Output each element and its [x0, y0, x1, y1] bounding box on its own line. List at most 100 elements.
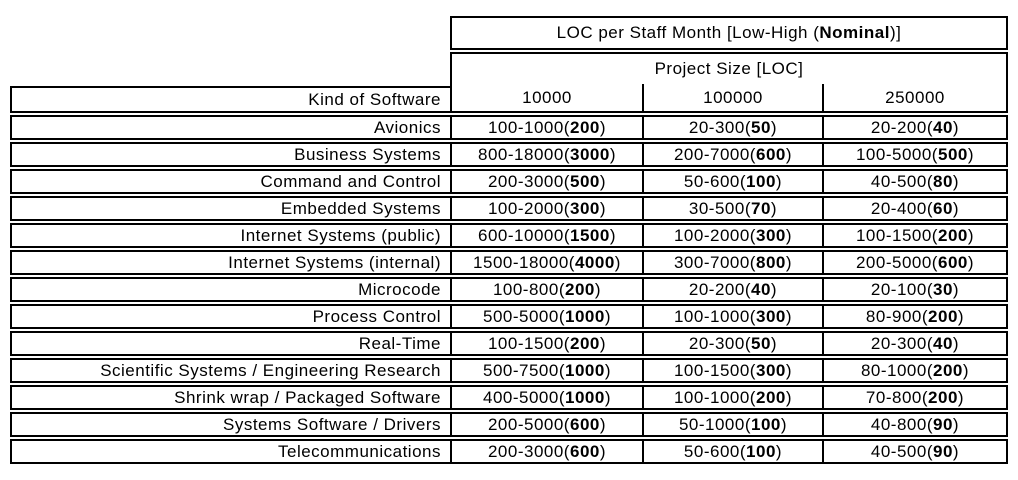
row-label: Shrink wrap / Packaged Software [174, 387, 441, 407]
value-cell: 40-800(90) [822, 414, 1006, 435]
nominal-value: 600 [569, 414, 600, 434]
value-cell: 20-400(60) [822, 198, 1006, 219]
row-label: Avionics [374, 117, 441, 137]
kind-of-software-header: Kind of Software [10, 86, 450, 113]
table-title-suffix: )] [889, 23, 902, 42]
nominal-value: 200 [569, 117, 600, 137]
size-column-header: 250000 [822, 84, 1006, 111]
row-label: Real-Time [358, 333, 441, 353]
table-row: Shrink wrap / Packaged Software 400-5000(… [10, 385, 1008, 410]
nominal-value: 70 [751, 198, 771, 218]
nominal-value: 90 [933, 414, 953, 434]
nominal-value: 50 [751, 333, 771, 353]
nominal-value: 50 [751, 117, 771, 137]
size-column-header: 10000 [522, 87, 572, 107]
value-cell: 800-18000(3000) [450, 144, 642, 165]
value-cell: 40-500(90) [822, 441, 1006, 462]
row-label: Telecommunications [277, 441, 441, 461]
row-label: Process Control [312, 306, 441, 326]
loc-table: LOC per Staff Month [Low-High (Nominal)]… [10, 16, 1008, 464]
nominal-value: 40 [933, 333, 953, 353]
nominal-value: 200 [928, 387, 958, 407]
value-cell: 100-1000(300) [642, 306, 822, 327]
nominal-value: 100 [746, 171, 776, 191]
value-cell: 100-1500(300) [642, 360, 822, 381]
value-cell: 30-500(70) [642, 198, 822, 219]
nominal-value: 1000 [565, 360, 605, 380]
table-title-prefix: LOC per Staff Month [Low-High ( [556, 23, 820, 42]
value-cell: 100-1500(200) [822, 225, 1006, 246]
nominal-value: 100 [751, 414, 781, 434]
table-row: Avionics 100-1000(200) 20-300(50) 20-200(40… [10, 115, 1008, 140]
nominal-value: 600 [755, 144, 786, 164]
value-cell: 20-300(50) [642, 117, 822, 138]
nominal-value: 30 [933, 279, 953, 299]
nominal-value: 3000 [569, 144, 610, 164]
table-row: Real-Time 100-1500(200) 20-300(50) 20-300(4… [10, 331, 1008, 356]
table-row: Internet Systems (internal) 1500-18000(40… [10, 250, 1008, 275]
value-cell: 200-7000(600) [642, 144, 822, 165]
nominal-value: 500 [569, 171, 600, 191]
value-cell: 200-3000(600) [450, 441, 642, 462]
nominal-value: 600 [937, 252, 968, 272]
nominal-value: 300 [755, 306, 786, 326]
size-column-headers: 10000 100000 250000 [452, 84, 1006, 111]
value-cell: 100-5000(500) [822, 144, 1006, 165]
nominal-value: 600 [569, 441, 600, 461]
value-cell: 100-800(200) [450, 279, 642, 300]
value-cell: 70-800(200) [822, 387, 1006, 408]
table-row: Embedded Systems 100-2000(300) 30-500(70) 2… [10, 196, 1008, 221]
project-size-header-group: Project Size [LOC] 10000 100000 250000 [450, 52, 1008, 113]
value-cell: 200-5000(600) [822, 252, 1006, 273]
row-label: Internet Systems (public) [240, 225, 441, 245]
nominal-value: 800 [755, 252, 786, 272]
project-size-header: Project Size [LOC] [654, 59, 804, 78]
value-cell: 80-900(200) [822, 306, 1006, 327]
value-cell: 100-1000(200) [450, 117, 642, 138]
nominal-value: 80 [933, 171, 953, 191]
table-row: Process Control 500-5000(1000) 100-1000(30… [10, 304, 1008, 329]
nominal-value: 500 [937, 144, 968, 164]
value-cell: 20-300(50) [642, 333, 822, 354]
nominal-value: 200 [928, 306, 958, 326]
row-label: Microcode [358, 279, 441, 299]
value-cell: 100-2000(300) [450, 198, 642, 219]
table-row: Internet Systems (public) 600-10000(1500)… [10, 223, 1008, 248]
value-cell: 100-1500(200) [450, 333, 642, 354]
row-label: Internet Systems (internal) [228, 252, 441, 272]
nominal-value: 40 [933, 117, 953, 137]
value-cell: 500-7500(1000) [450, 360, 642, 381]
value-cell: 50-1000(100) [642, 414, 822, 435]
value-cell: 200-3000(500) [450, 171, 642, 192]
size-column-header: 100000 [642, 84, 822, 111]
nominal-value: 300 [569, 198, 600, 218]
table-row: Systems Software / Drivers 200-5000(600) 5… [10, 412, 1008, 437]
table-row: Business Systems 800-18000(3000) 200-7000(… [10, 142, 1008, 167]
value-cell: 20-200(40) [822, 117, 1006, 138]
value-cell: 400-5000(1000) [450, 387, 642, 408]
row-label: Command and Control [260, 171, 441, 191]
value-cell: 1500-18000(4000) [450, 252, 642, 273]
value-cell: 20-200(40) [642, 279, 822, 300]
value-cell: 80-1000(200) [822, 360, 1006, 381]
nominal-value: 100 [746, 441, 776, 461]
value-cell: 100-1000(200) [642, 387, 822, 408]
nominal-value: 1500 [569, 225, 610, 245]
value-cell: 20-100(30) [822, 279, 1006, 300]
value-cell: 50-600(100) [642, 441, 822, 462]
row-label: Business Systems [294, 144, 441, 164]
table-row: Scientific Systems / Engineering Researc… [10, 358, 1008, 383]
row-label: Scientific Systems / Engineering Researc… [100, 360, 441, 380]
value-cell: 100-2000(300) [642, 225, 822, 246]
table-row: Microcode 100-800(200) 20-200(40) 20-100(30… [10, 277, 1008, 302]
nominal-value: 300 [755, 225, 786, 245]
nominal-value: 200 [937, 225, 968, 245]
table-row: Telecommunications 200-3000(600) 50-600(10… [10, 439, 1008, 464]
table-title-nominal-bold: Nominal [819, 23, 890, 42]
row-label: Systems Software / Drivers [223, 414, 441, 434]
nominal-value: 90 [933, 441, 953, 461]
value-cell: 300-7000(800) [642, 252, 822, 273]
nominal-value: 40 [751, 279, 771, 299]
nominal-value: 1000 [565, 306, 605, 326]
table-title: LOC per Staff Month [Low-High (Nominal)] [450, 16, 1008, 50]
